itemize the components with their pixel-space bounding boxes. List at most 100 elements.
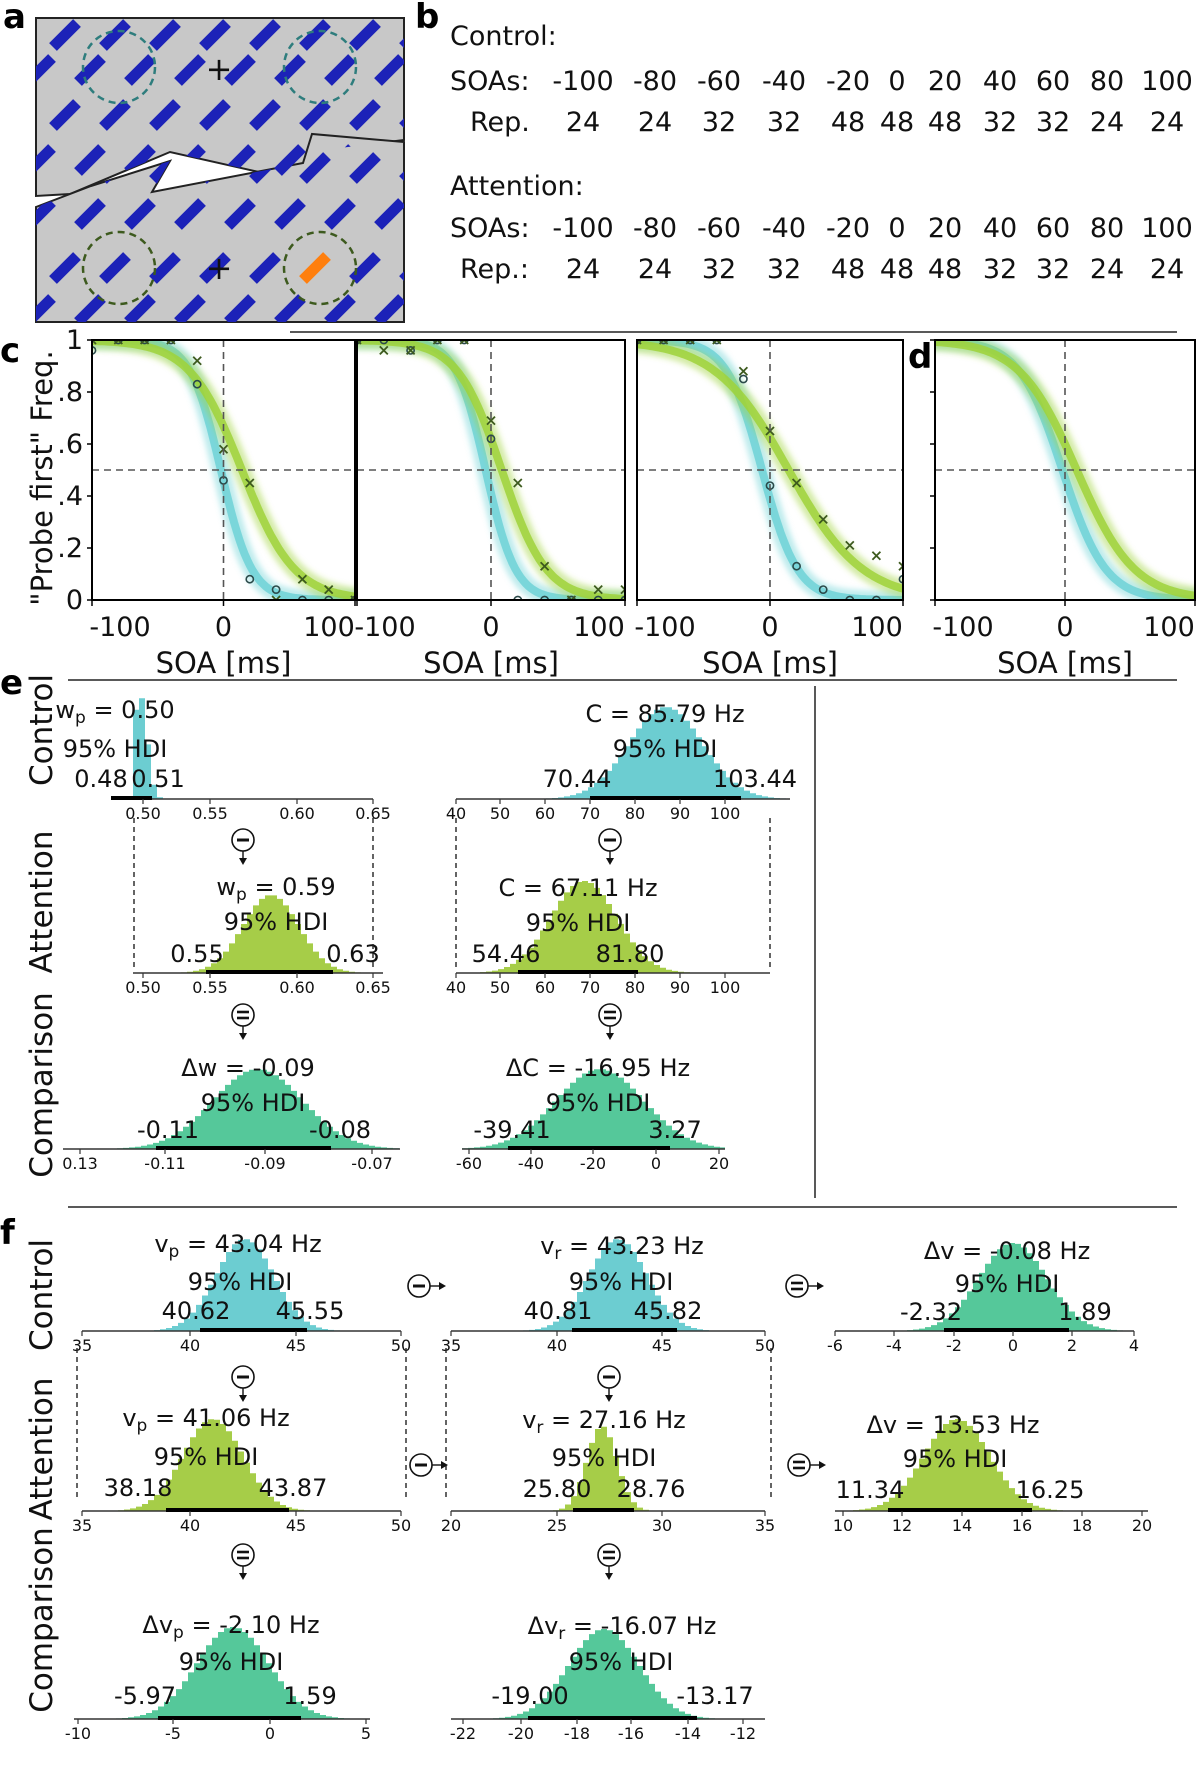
stimulus-bar: [349, 252, 381, 284]
hdi-lower-value: -19.00: [491, 1682, 568, 1710]
rep-cell: 24: [1150, 107, 1184, 138]
soa-cell: 40: [983, 66, 1017, 97]
axis-tick-label: 35: [72, 1336, 92, 1355]
subtract-operator: [231, 828, 255, 865]
hdi-upper-value: -0.08: [309, 1116, 371, 1144]
posterior-vp-attention: 35 40 45 50 vp = 41.06 Hz 95% HDI 38.18 43.87: [72, 1404, 411, 1535]
attention-data-point: [658, 340, 669, 345]
panel-label-f: f: [0, 1213, 16, 1253]
posterior-histogram: [462, 1069, 725, 1149]
posterior-title: Δv = -0.08 Hz: [924, 1237, 1090, 1265]
control-data-point: [845, 595, 855, 600]
control-data-point: [818, 585, 828, 594]
axis-tick-label: 0.60: [279, 978, 315, 997]
soa-cell: 60: [1036, 66, 1070, 97]
x-tick-label: 0: [761, 612, 778, 643]
hdi-upper-value: 1.59: [283, 1682, 336, 1710]
axis-tick-label: -5: [165, 1724, 181, 1743]
axis-tick-label: 80: [625, 978, 645, 997]
control-data-point: [712, 340, 722, 345]
equals-operator: [598, 1003, 622, 1040]
axis-tick-label: 16: [1012, 1516, 1032, 1535]
posterior-histogram: [835, 1419, 1148, 1511]
stimulus-bar: [249, 19, 281, 51]
axis-tick-label: 40: [180, 1336, 200, 1355]
posterior-vr-attention: 20 25 30 35 vr = 27.16 Hz 95% HDI 25.80 28.76: [441, 1406, 775, 1535]
posterior-title: C = 67.11 Hz: [498, 874, 657, 902]
axis-tick-label: 100: [710, 804, 741, 823]
axis-tick-label: 70: [580, 804, 600, 823]
stimulus-bar: [199, 99, 231, 131]
stimulus-bar: [274, 54, 306, 86]
hdi-lower-value: 11.34: [836, 1476, 905, 1504]
axis-tick-label: -20: [580, 1154, 606, 1173]
axis-tick-label: 0.55: [192, 804, 228, 823]
axis-tick-label: 0: [1008, 1336, 1018, 1355]
posterior-histogram: [133, 895, 383, 973]
attention-data-point: [192, 356, 202, 366]
stimulus-bar: [324, 54, 356, 86]
axis-tick-label: 90: [670, 804, 690, 823]
hdi-label: 95% HDI: [955, 1270, 1060, 1298]
x-axis-label: SOA [ms]: [156, 646, 292, 680]
posterior-histogram: [82, 1239, 401, 1331]
hdi-lower-value: 54.46: [472, 940, 541, 968]
hdi-upper-value: 0.63: [326, 940, 379, 968]
posterior-title: C = 85.79 Hz: [585, 700, 744, 728]
soa-cell: 100: [1141, 66, 1193, 97]
axis-tick-label: 0.55: [192, 978, 228, 997]
equals-operator: [785, 1274, 824, 1298]
separators: [68, 331, 1177, 1208]
rep-cell: 32: [1036, 254, 1070, 285]
rep-cell: 24: [638, 107, 672, 138]
hdi-lower-value: -39.41: [473, 1116, 550, 1144]
axis-tick-label: 20: [1132, 1516, 1152, 1535]
stimulus-bar: [99, 99, 131, 131]
stimulus-bar: [74, 54, 106, 86]
axis-tick-label: 0.50: [125, 804, 161, 823]
posterior-title: vr = 43.23 Hz: [540, 1232, 704, 1264]
stimulus-bar: [349, 19, 381, 51]
posterior-title: wp = 0.59: [216, 873, 335, 905]
row-label-attention: Attention: [24, 1377, 60, 1520]
equals-operator: [231, 1003, 255, 1040]
axis-tick-label: 18: [1072, 1516, 1092, 1535]
control-data-point: [406, 345, 415, 355]
axis-tick-label: -0.09: [244, 1154, 285, 1173]
fixation-cross-top: +: [206, 50, 233, 88]
attention-data-point: [92, 340, 97, 345]
panel-b-soa-table: Control: SOAs: Rep. Attention: SOAs: Rep…: [450, 21, 1193, 285]
attention-data-point: [791, 478, 802, 488]
posterior-title: Δv = 13.53 Hz: [867, 1411, 1040, 1439]
hdi-label: 95% HDI: [546, 1089, 651, 1117]
stimulus-bar: [349, 152, 381, 184]
axis-tick-label: 45: [286, 1336, 306, 1355]
probe-bar: [299, 252, 331, 284]
attention-data-point: [245, 478, 255, 488]
axis-tick-label: -40: [518, 1154, 544, 1173]
attention-fit-curve: [935, 340, 1195, 600]
axis-tick-label: 0.65: [355, 804, 391, 823]
axis-tick-label: 50: [755, 1336, 775, 1355]
control-data-point: [792, 561, 801, 571]
axis-tick-label: 40: [547, 1336, 567, 1355]
posterior-dc-comparison: -60 -40 -20 0 20 ΔC = -16.95 Hz 95% HDI-39.41 3…: [456, 1054, 729, 1173]
rep-cell: 24: [566, 107, 600, 138]
attention-data-point: [898, 561, 903, 571]
stimulus-bar: [49, 99, 81, 131]
axis-tick-label: -22: [450, 1724, 476, 1743]
panel-label-c: c: [0, 331, 20, 371]
axis-tick-label: 35: [72, 1516, 92, 1535]
control-data-point: [298, 595, 307, 600]
x-tick-label: -100: [634, 612, 695, 643]
axis-tick-label: -0.07: [351, 1154, 392, 1173]
axis-tick-label: 2: [1067, 1336, 1077, 1355]
row-label-comparison: Comparison: [24, 1527, 60, 1713]
attention-data-point: [871, 551, 882, 561]
axis-tick-label: 0.60: [279, 804, 315, 823]
stimulus-bar: [99, 252, 131, 284]
rep-cell: 32: [767, 107, 801, 138]
y-tick-label: 0: [66, 585, 83, 616]
attention-data-point: [297, 574, 308, 584]
